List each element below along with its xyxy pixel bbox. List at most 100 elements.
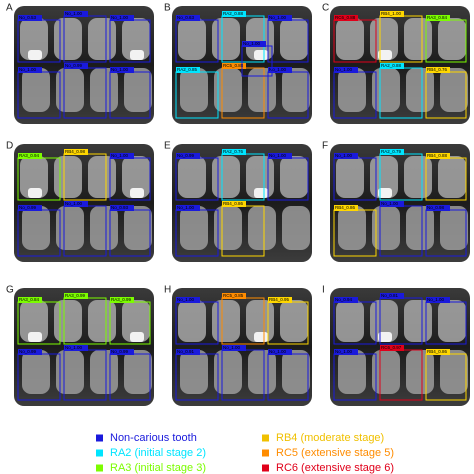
box-label-bg xyxy=(334,153,358,159)
tooth xyxy=(212,300,240,342)
tooth xyxy=(336,156,364,198)
filling xyxy=(254,332,268,342)
box-label-bg xyxy=(176,153,200,159)
box-label-bg xyxy=(18,15,42,21)
legend-text: Non-carious tooth xyxy=(110,432,197,444)
radiograph: No_1.00 RC5_0.85 RB4_0.95 No_0.91 No_1.00 No_… xyxy=(172,288,312,406)
box-label-bg xyxy=(268,67,292,73)
tooth xyxy=(336,300,364,342)
panel-letter: I xyxy=(322,285,325,296)
box-label-bg xyxy=(18,67,42,73)
tooth xyxy=(404,156,432,198)
tooth xyxy=(122,300,150,342)
box-label-bg xyxy=(334,205,358,211)
radiograph: No_0.94 No_0.81 No_1.00 No_1.00 RC6_0.97 RB4_… xyxy=(330,288,470,406)
filling xyxy=(378,188,392,198)
box-label-bg xyxy=(268,349,292,355)
tooth xyxy=(124,206,152,250)
tooth xyxy=(440,350,468,394)
box-label: RA2_0.76 xyxy=(223,149,244,154)
box-label: RB4_0.95 xyxy=(269,297,290,302)
box-label-bg xyxy=(380,149,404,155)
box-label-bg xyxy=(176,349,200,355)
legend-swatch xyxy=(262,434,269,442)
tooth xyxy=(20,18,48,60)
tooth xyxy=(248,206,276,250)
box-label-bg xyxy=(426,153,450,159)
box-label: RC5_0.85 xyxy=(223,293,244,298)
radiograph: RC6_0.88 RB4_1.00 RA3_0.84 No_1.00 RA2_0.88 R… xyxy=(330,6,470,124)
tooth xyxy=(370,156,398,198)
box-label-bg xyxy=(334,349,358,355)
box-label-bg xyxy=(380,11,404,17)
tooth xyxy=(122,18,150,60)
tooth xyxy=(22,350,50,394)
tooth xyxy=(22,206,50,250)
tooth xyxy=(212,18,240,60)
box-label: RA2_0.79 xyxy=(381,149,402,154)
radiograph: RA3_0.94 RB4_0.98 No_1.00 No_0.99 No_1.00 No_… xyxy=(14,144,154,262)
tooth xyxy=(372,206,400,250)
box-label-bg xyxy=(268,297,292,303)
box-label: No_1.00 xyxy=(177,205,195,210)
box-label: No_1.00 xyxy=(335,153,353,158)
box-label-bg xyxy=(426,205,450,211)
filling xyxy=(378,332,392,342)
tooth xyxy=(372,68,400,112)
tooth xyxy=(90,68,118,112)
box-label: No_0.93 xyxy=(111,205,129,210)
box-label: No_1.00 xyxy=(65,345,83,350)
panel-letter: F xyxy=(322,141,328,152)
box-label: RB4_0.98 xyxy=(65,149,86,154)
tooth xyxy=(406,350,434,394)
box-label-bg xyxy=(380,201,404,207)
box-label-bg xyxy=(268,15,292,21)
box-label: No_1.00 xyxy=(65,201,83,206)
box-label: No_1.00 xyxy=(335,67,353,72)
box-label: RA3_0.84 xyxy=(427,15,448,20)
tooth xyxy=(180,350,208,394)
box-label-bg xyxy=(176,67,200,73)
panel-letter: C xyxy=(322,3,329,14)
box-label: No_0.99 xyxy=(19,349,37,354)
tooth xyxy=(438,18,466,60)
filling xyxy=(254,50,268,60)
tooth xyxy=(280,18,308,60)
box-label-bg xyxy=(222,63,246,69)
box-label: RA3_0.99 xyxy=(111,297,132,302)
box-label: No_1.00 xyxy=(65,11,83,16)
legend-text: RA2 (initial stage 2) xyxy=(110,447,206,459)
tooth xyxy=(246,300,274,342)
box-label: No_1.00 xyxy=(177,297,195,302)
tooth xyxy=(280,300,308,342)
box-label: No_0.99 xyxy=(65,63,83,68)
tooth xyxy=(370,18,398,60)
radiograph: No_1.00 RA2_0.79 RB4_0.88 RB4_0.86 No_1.00 No… xyxy=(330,144,470,262)
box-label: No_0.91 xyxy=(177,349,195,354)
box-label-bg xyxy=(426,297,450,303)
tooth xyxy=(22,68,50,112)
box-label: No_1.00 xyxy=(223,345,241,350)
tooth xyxy=(180,206,208,250)
box-label: No_1.00 xyxy=(111,67,129,72)
filling xyxy=(130,188,144,198)
box-label-bg xyxy=(110,67,134,73)
box-label-bg xyxy=(176,297,200,303)
panel-letter: D xyxy=(6,141,13,152)
tooth xyxy=(90,206,118,250)
box-label: RC6_0.88 xyxy=(335,15,356,20)
box-label: RA2_0.88 xyxy=(381,63,402,68)
box-label: No_0.94 xyxy=(335,297,353,302)
tooth xyxy=(404,18,432,60)
box-label: No_1.00 xyxy=(269,15,287,20)
box-label: No_1.00 xyxy=(335,349,353,354)
legend-swatch xyxy=(262,464,269,472)
box-label: No_0.99 xyxy=(177,153,195,158)
radiograph: No_0.63 RA2_0.88 No_1.00 RA2_0.85 RC5_0.88 No… xyxy=(172,6,312,124)
box-label: RA2_0.85 xyxy=(177,67,198,72)
legend-swatch xyxy=(96,449,103,457)
filling xyxy=(130,332,144,342)
box-label-bg xyxy=(334,297,358,303)
tooth xyxy=(90,350,118,394)
